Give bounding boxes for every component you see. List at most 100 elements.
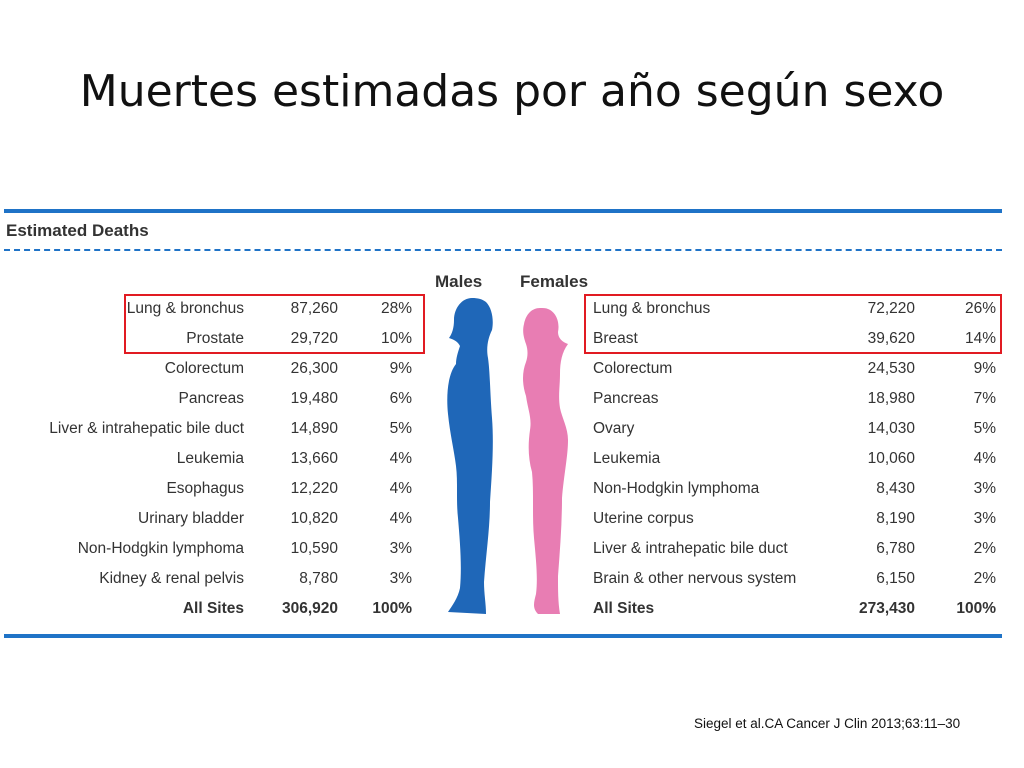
females-row: Pancreas 18,980 7% [4, 384, 1002, 414]
site-label: Urinary bladder [138, 510, 244, 527]
site-label: Pancreas [593, 390, 659, 407]
deaths-value: 10,590 [290, 540, 338, 557]
site-label: Lung & bronchus [126, 300, 244, 317]
site-label: Esophagus [166, 480, 244, 497]
percent-value: 4% [389, 510, 412, 527]
females-row: Non-Hodgkin lymphoma 8,430 3% [4, 474, 1002, 504]
females-total-row: All Sites 273,430 100% [4, 594, 1002, 624]
deaths-value: 6,150 [876, 570, 915, 587]
percent-value: 9% [389, 360, 412, 377]
males-row: Prostate 29,720 10% [4, 324, 1002, 354]
deaths-value: 24,530 [867, 360, 915, 377]
percent-value: 2% [973, 570, 996, 587]
top-rule [4, 209, 1002, 213]
percent-value: 26% [964, 300, 996, 317]
deaths-value: 12,220 [290, 480, 338, 497]
deaths-value: 8,190 [876, 510, 915, 527]
deaths-value: 14,890 [290, 420, 338, 437]
males-row: Kidney & renal pelvis 8,780 3% [4, 564, 1002, 594]
males-highlight-box [124, 294, 425, 354]
percent-value: 100% [956, 600, 996, 617]
percent-value: 5% [389, 420, 412, 437]
deaths-value: 29,720 [290, 330, 338, 347]
citation: Siegel et al.CA Cancer J Clin 2013;63:11… [694, 716, 961, 731]
percent-value: 3% [973, 480, 996, 497]
site-label: Liver & intrahepatic bile duct [49, 420, 244, 437]
percent-value: 10% [380, 330, 412, 347]
deaths-value: 10,820 [290, 510, 338, 527]
deaths-value: 306,920 [281, 600, 338, 617]
bottom-rule [4, 634, 1002, 638]
percent-value: 3% [389, 540, 412, 557]
site-label: Ovary [593, 420, 635, 437]
females-row: Uterine corpus 8,190 3% [4, 504, 1002, 534]
deaths-value: 273,430 [858, 600, 915, 617]
percent-value: 3% [973, 510, 996, 527]
site-label: Colorectum [164, 360, 244, 377]
site-label: Colorectum [593, 360, 673, 377]
male-silhouette-icon [447, 298, 493, 614]
site-label: Kidney & renal pelvis [99, 570, 244, 587]
site-label: Uterine corpus [593, 510, 694, 527]
percent-value: 28% [380, 300, 412, 317]
slide-title: Muertes estimadas por año según sexo [79, 66, 945, 117]
deaths-value: 26,300 [290, 360, 338, 377]
percent-value: 4% [389, 450, 412, 467]
deaths-value: 14,030 [867, 420, 915, 437]
females-row: Leukemia 10,060 4% [4, 444, 1002, 474]
site-label: Non-Hodgkin lymphoma [77, 540, 244, 557]
percent-value: 9% [973, 360, 996, 377]
dashed-divider [4, 249, 1002, 251]
deaths-value: 6,780 [876, 540, 915, 557]
deaths-value: 8,430 [876, 480, 915, 497]
females-row: Breast 39,620 14% [4, 324, 1002, 354]
site-label: Breast [593, 330, 638, 347]
deaths-value: 8,780 [299, 570, 338, 587]
percent-value: 14% [964, 330, 996, 347]
percent-value: 4% [973, 450, 996, 467]
site-label: Leukemia [593, 450, 661, 467]
site-label: All Sites [593, 600, 655, 617]
site-label: Brain & other nervous system [593, 570, 797, 587]
percent-value: 2% [973, 540, 996, 557]
site-label: Prostate [186, 330, 244, 347]
females-row: Liver & intrahepatic bile duct 6,780 2% [4, 534, 1002, 564]
males-row: Pancreas 19,480 6% [4, 384, 1002, 414]
site-label: Liver & intrahepatic bile duct [593, 540, 788, 557]
males-row: Leukemia 13,660 4% [4, 444, 1002, 474]
percent-value: 4% [389, 480, 412, 497]
site-label: Leukemia [176, 450, 244, 467]
percent-value: 6% [389, 390, 412, 407]
females-row: Lung & bronchus 72,220 26% [4, 294, 1002, 324]
males-heading: Males [435, 272, 483, 291]
deaths-value: 13,660 [290, 450, 338, 467]
site-label: Non-Hodgkin lymphoma [593, 480, 760, 497]
silhouettes [447, 298, 568, 614]
males-row: Colorectum 26,300 9% [4, 354, 1002, 384]
females-row: Ovary 14,030 5% [4, 414, 1002, 444]
females-row: Brain & other nervous system 6,150 2% [4, 564, 1002, 594]
males-total-row: All Sites 306,920 100% [4, 594, 1002, 624]
males-row: Non-Hodgkin lymphoma 10,590 3% [4, 534, 1002, 564]
females-heading: Females [520, 272, 589, 291]
percent-value: 5% [973, 420, 996, 437]
estimated-deaths-figure: Estimated Deaths Males Females Lung & br… [4, 206, 1002, 640]
site-label: Pancreas [178, 390, 244, 407]
females-row: Colorectum 24,530 9% [4, 354, 1002, 384]
deaths-value: 10,060 [867, 450, 915, 467]
figure-heading: Estimated Deaths [6, 221, 149, 240]
deaths-value: 87,260 [290, 300, 338, 317]
males-row: Lung & bronchus 87,260 28% [4, 294, 1002, 324]
deaths-value: 72,220 [867, 300, 915, 317]
males-row: Esophagus 12,220 4% [4, 474, 1002, 504]
deaths-value: 19,480 [290, 390, 338, 407]
site-label: All Sites [182, 600, 244, 617]
percent-value: 7% [973, 390, 996, 407]
females-highlight-box [584, 294, 1002, 354]
deaths-value: 39,620 [867, 330, 915, 347]
female-silhouette-icon [523, 308, 568, 614]
males-row: Liver & intrahepatic bile duct 14,890 5% [4, 414, 1002, 444]
males-row: Urinary bladder 10,820 4% [4, 504, 1002, 534]
deaths-value: 18,980 [867, 390, 915, 407]
site-label: Lung & bronchus [593, 300, 711, 317]
